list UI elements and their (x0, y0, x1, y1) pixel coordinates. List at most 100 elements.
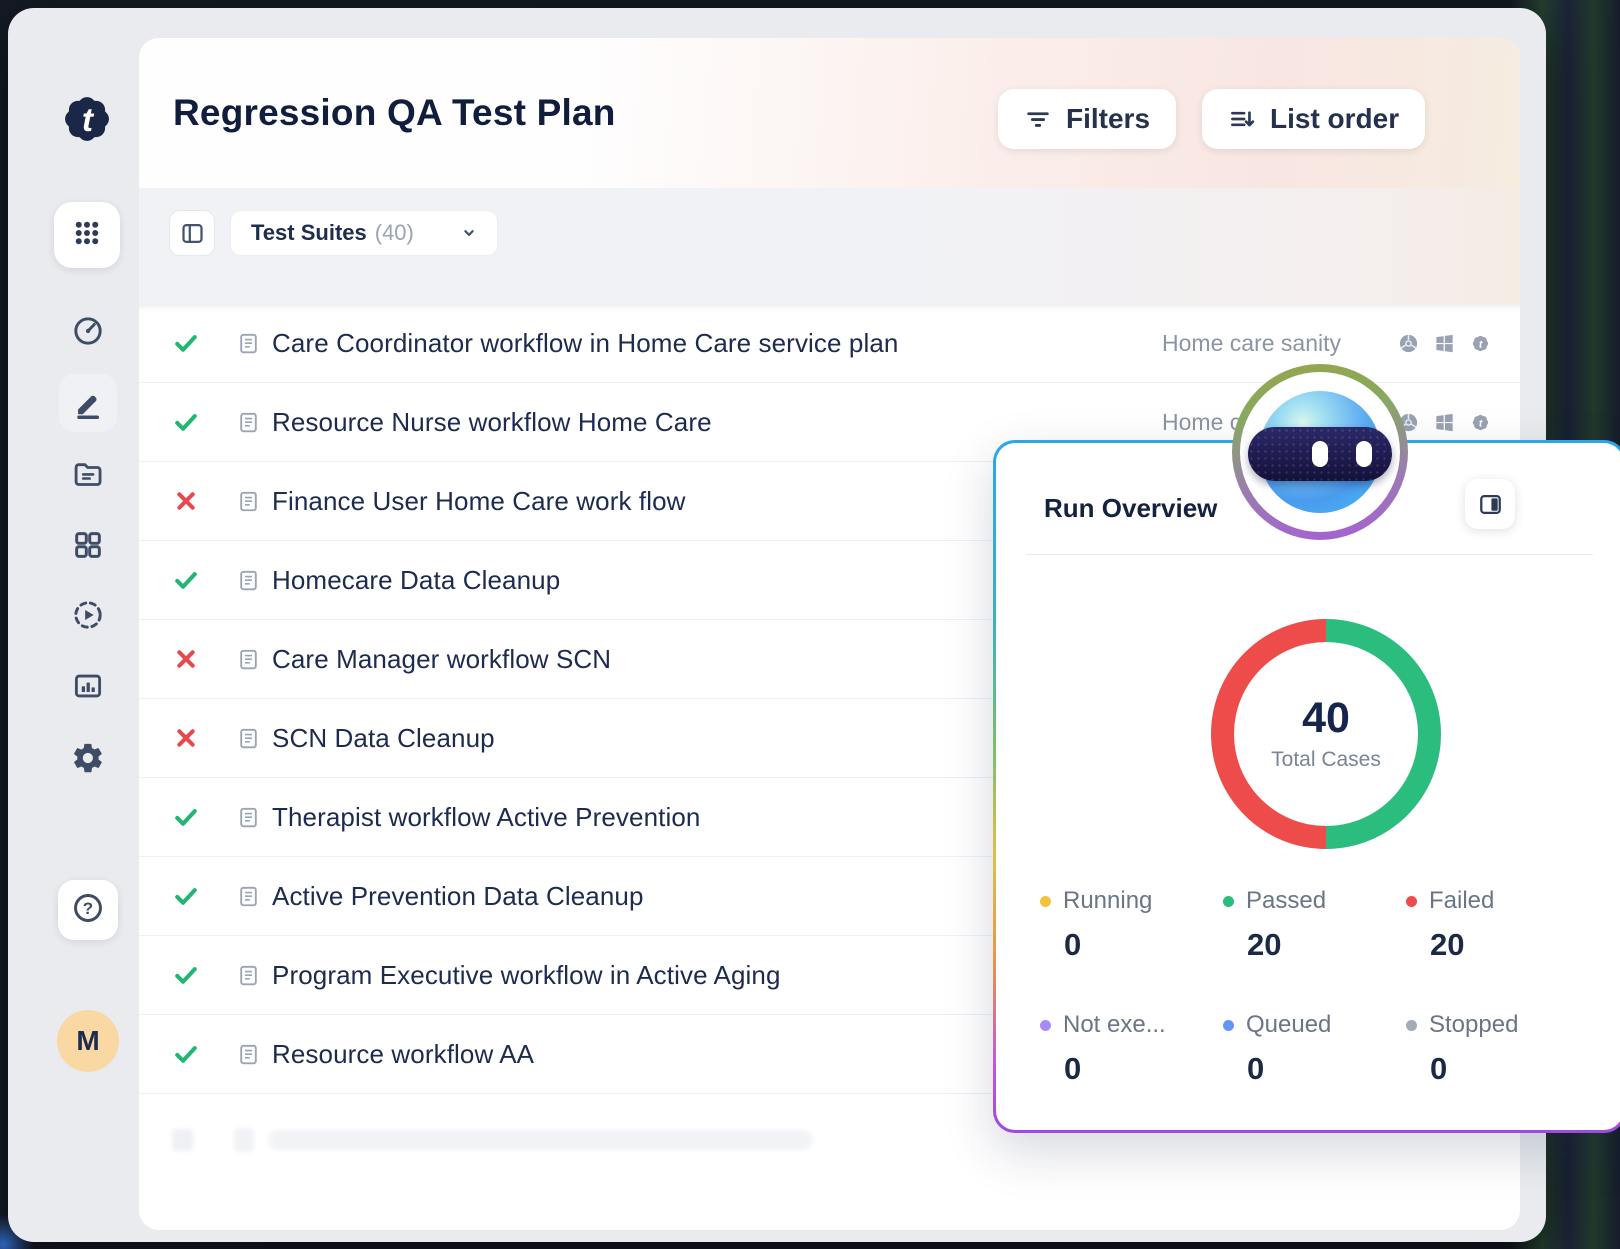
svg-text:?: ? (83, 898, 93, 917)
passed-check-icon (172, 566, 200, 594)
suites-dropdown[interactable]: Test Suites (40) (230, 210, 498, 256)
svg-text:t: t (1479, 417, 1483, 429)
sidebar-item-dashboard[interactable] (70, 313, 106, 349)
legend-dot (1406, 1019, 1417, 1031)
suites-dropdown-label: Test Suites (251, 220, 367, 245)
run-overview-panel: Run Overview 40 Total Cases Running 0 Pa… (993, 440, 1620, 1133)
suite-name: Care Manager workflow SCN (272, 643, 612, 674)
legend-item: Stopped 0 (1406, 1011, 1600, 1087)
legend-label: Not exe... (1063, 1011, 1166, 1038)
suite-name: Active Prevention Data Cleanup (272, 880, 644, 911)
suite-row[interactable]: Active Prevention Data Cleanup (139, 857, 1520, 936)
donut-center: 40 Total Cases (1234, 642, 1418, 826)
document-icon (236, 489, 261, 514)
robot-eye-left (1312, 441, 1328, 467)
total-cases-label: Total Cases (1271, 747, 1381, 771)
test-run-play-icon (74, 601, 102, 629)
fading-row (139, 1094, 1520, 1186)
testiny-logo-gear-icon[interactable]: t (56, 88, 118, 150)
components-icon (75, 532, 101, 558)
legend-label: Queued (1246, 1011, 1332, 1038)
reports-chart-icon (74, 674, 102, 698)
sidebar-item-components[interactable] (70, 527, 106, 563)
sidebar-left-icon (181, 223, 203, 243)
suite-name: Program Executive workflow in Active Agi… (272, 959, 781, 990)
list-order-button[interactable]: List order (1202, 89, 1426, 149)
chrome-icon (1397, 332, 1420, 355)
expand-panel-button[interactable] (1465, 479, 1515, 529)
collapse-sidebar-button[interactable] (169, 210, 215, 256)
run-overview-card: Run Overview 40 Total Cases Running 0 Pa… (996, 443, 1620, 1130)
suite-row[interactable]: SCN Data Cleanup (139, 699, 1520, 778)
main-panel: Regression QA Test Plan Filters List ord… (139, 38, 1520, 1230)
suite-row[interactable]: Care Coordinator workflow in Home Care s… (139, 304, 1520, 383)
document-icon (236, 963, 261, 988)
results-legend: Running 0 Passed 20 Failed 20 Not exe...… (1040, 887, 1600, 1087)
help-circle-icon: ? (71, 891, 105, 930)
testiny-icon: t (1469, 411, 1492, 434)
suite-name: Resource Nurse workflow Home Care (272, 406, 712, 437)
suite-row[interactable]: Finance User Home Care work flow (139, 462, 1520, 541)
suite-row[interactable]: Homecare Data Cleanup (139, 541, 1520, 620)
failed-x-icon (172, 645, 200, 673)
failed-x-icon (172, 724, 200, 752)
edit-pencil-icon (77, 395, 100, 420)
sidebar-item-settings[interactable] (70, 740, 106, 776)
passed-check-icon (172, 803, 200, 831)
sidebar-item-help[interactable]: ? (58, 880, 118, 940)
legend-value: 0 (1064, 1051, 1082, 1086)
suite-name: Therapist workflow Active Prevention (272, 801, 701, 832)
windows-icon (1433, 411, 1456, 434)
suite-tag: Home care sanity (1162, 329, 1341, 356)
testiny-icon: t (1469, 332, 1492, 355)
legend-item: Running 0 (1040, 887, 1223, 963)
list-order-label: List order (1270, 103, 1400, 134)
filters-button[interactable]: Filters (998, 89, 1177, 149)
sidebar-item-test-runs[interactable] (70, 597, 106, 633)
document-icon (236, 884, 261, 909)
assistant-robot-avatar[interactable] (1232, 364, 1408, 540)
legend-value: 0 (1064, 927, 1082, 962)
legend-value: 0 (1247, 1051, 1265, 1086)
suite-row[interactable]: Program Executive workflow in Active Agi… (139, 936, 1520, 1015)
user-avatar[interactable]: M (57, 1010, 119, 1072)
passed-check-icon (172, 961, 200, 989)
legend-item: Passed 20 (1223, 887, 1406, 963)
legend-dot (1406, 895, 1417, 907)
failed-x-icon (172, 487, 200, 515)
document-icon (236, 331, 261, 356)
robot-eye-right (1356, 441, 1372, 467)
suites-count: (40) (374, 220, 414, 245)
passed-check-icon (172, 1040, 200, 1068)
sidebar-item-folder[interactable] (70, 456, 106, 492)
suite-row[interactable]: Resource workflow AA (139, 1015, 1520, 1094)
suite-name: Care Coordinator workflow in Home Care s… (272, 327, 899, 358)
suite-name: Resource workflow AA (272, 1038, 535, 1069)
suite-name: Finance User Home Care work flow (272, 485, 686, 516)
legend-item: Queued 0 (1223, 1011, 1406, 1087)
svg-text:t: t (1479, 338, 1483, 350)
avatar-initial: M (76, 1025, 100, 1056)
page-title: Regression QA Test Plan (173, 92, 616, 133)
sidebar-right-icon (1479, 494, 1501, 514)
suite-name: Homecare Data Cleanup (272, 564, 561, 595)
total-cases-value: 40 (1302, 694, 1350, 743)
sidebar-item-reports[interactable] (70, 668, 106, 704)
suite-row[interactable]: Care Manager workflow SCN (139, 620, 1520, 699)
legend-label: Passed (1246, 887, 1327, 914)
legend-value: 0 (1430, 1051, 1448, 1086)
sidebar-item-edit[interactable] (70, 385, 106, 421)
filters-label: Filters (1066, 103, 1151, 134)
windows-icon (1433, 332, 1456, 355)
list-order-icon (1231, 111, 1255, 127)
legend-dot (1040, 895, 1051, 907)
legend-label: Running (1063, 887, 1153, 914)
sidebar-item-apps[interactable] (54, 202, 120, 268)
passed-check-icon (172, 408, 200, 436)
legend-value: 20 (1247, 927, 1282, 962)
document-icon (236, 647, 261, 672)
suite-row[interactable]: Therapist workflow Active Prevention (139, 778, 1520, 857)
document-icon (236, 568, 261, 593)
legend-dot (1223, 1019, 1234, 1031)
